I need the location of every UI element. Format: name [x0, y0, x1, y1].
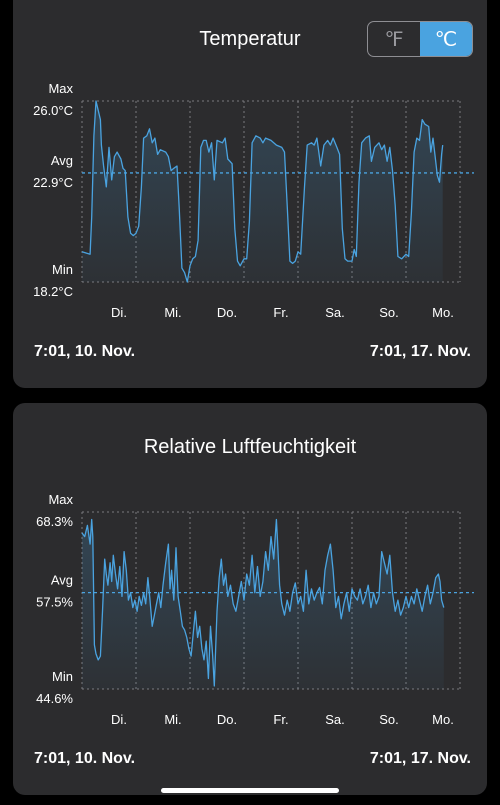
temp-day-label: So. — [379, 305, 399, 320]
temp-day-label: Sa. — [325, 305, 345, 320]
temp-max-value: 26.0°C — [33, 103, 73, 118]
humidity-card: Relative Luftfeuchtigkeit Max 68.3% Avg 57.… — [13, 403, 487, 795]
humidity-chart: Max 68.3% Avg 57.5% Min 44.6% Di. Mi. Do. Fr. Sa. S… — [36, 492, 474, 727]
hum-min-value: 44.6% — [36, 691, 73, 706]
hum-avg-value: 57.5% — [36, 595, 73, 610]
hum-line — [81, 518, 445, 687]
humidity-title: Relative Luftfeuchtigkeit — [143, 436, 357, 458]
temp-day-label: Mi. — [164, 305, 181, 320]
hum-min-label: Min — [52, 669, 73, 684]
hum-avg-label: Avg — [51, 573, 73, 588]
temp-max-label: Max — [48, 81, 73, 96]
hum-day-label: Di. — [111, 712, 127, 727]
temp-area — [82, 101, 443, 282]
hum-day-label: Fr. — [273, 712, 288, 727]
hum-max-label: Max — [48, 492, 73, 507]
temperature-end-date: 7:01, 17. Nov. — [369, 343, 471, 360]
hum-day-label: Do. — [217, 712, 237, 727]
unit-toggle[interactable]: ℉ ℃ — [367, 21, 473, 57]
temperature-title: Temperatur — [199, 28, 301, 50]
temp-day-label: Mo. — [432, 305, 454, 320]
humidity-start-date: 7:01, 10. Nov. — [34, 750, 136, 767]
celsius-button[interactable]: ℃ — [420, 22, 472, 56]
temp-avg-value: 22.9°C — [33, 175, 73, 190]
temp-day-label: Do. — [217, 305, 237, 320]
temperature-chart: Max 26.0°C Avg 22.9°C Min 18.2°C Di. Mi. Do. Fr. S… — [33, 81, 474, 320]
hum-day-label: So. — [379, 712, 399, 727]
temp-day-label: Di. — [111, 305, 127, 320]
home-indicator[interactable] — [161, 788, 339, 793]
hum-day-label: Mi. — [164, 712, 181, 727]
hum-area — [82, 519, 444, 689]
fahrenheit-button[interactable]: ℉ — [384, 28, 404, 51]
hum-max-value: 68.3% — [36, 514, 73, 529]
temp-avg-label: Avg — [51, 153, 73, 168]
temperature-start-date: 7:01, 10. Nov. — [34, 343, 136, 360]
temp-day-label: Fr. — [273, 305, 288, 320]
hum-day-label: Mo. — [432, 712, 454, 727]
temp-min-label: Min — [52, 262, 73, 277]
temp-line — [81, 100, 444, 283]
temp-min-value: 18.2°C — [33, 284, 73, 299]
hum-day-label: Sa. — [325, 712, 345, 727]
humidity-end-date: 7:01, 17. Nov. — [369, 750, 471, 767]
temperature-card: Temperatur ℉ ℃ Max 26.0°C Avg 22.9°C Min 18.2… — [13, 0, 487, 388]
